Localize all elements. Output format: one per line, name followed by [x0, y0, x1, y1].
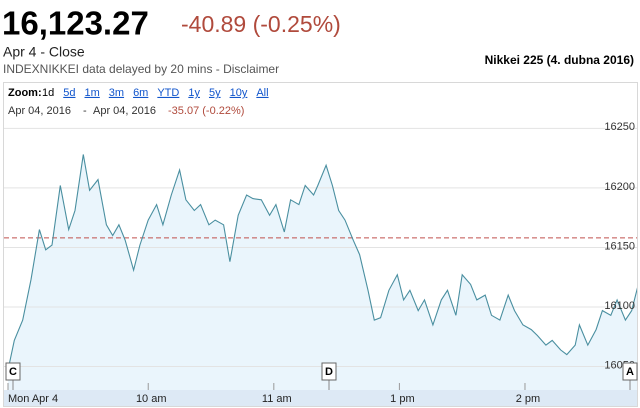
flag-box	[5, 362, 21, 381]
flag-label: D	[325, 366, 333, 378]
range-change: -35.07 (-0.22%)	[168, 105, 244, 117]
x-tick-label: 1 pm	[390, 393, 414, 405]
flag[interactable]: D	[321, 362, 337, 390]
zoom-option[interactable]: 5y	[209, 87, 221, 99]
range-separator: -	[83, 105, 87, 117]
zoom-option[interactable]: 5d	[63, 87, 75, 99]
zoom-option[interactable]: 1d	[42, 87, 54, 99]
price-change: -40.89 (-0.25%)	[181, 11, 341, 37]
y-tick-label: 16200	[604, 181, 635, 193]
price-line	[7, 154, 637, 371]
zoom-label: Zoom:	[8, 87, 42, 99]
flag[interactable]: A	[622, 362, 638, 390]
zoom-option[interactable]: 10y	[230, 87, 248, 99]
price: 16,123.27	[2, 5, 149, 42]
zoom-option[interactable]: 1y	[188, 87, 200, 99]
flag-box	[321, 362, 337, 381]
x-tick-label: 10 am	[136, 393, 167, 405]
source-note: INDEXNIKKEI data delayed by 20 mins - Di…	[3, 62, 279, 76]
zoom-option[interactable]: YTD	[157, 87, 179, 99]
zoom-option[interactable]: All	[256, 87, 268, 99]
flag-box	[622, 362, 638, 381]
flag-label: A	[626, 366, 634, 378]
range-start: Apr 04, 2016	[8, 105, 71, 117]
y-tick-label: 16250	[604, 121, 635, 133]
x-axis-band	[4, 390, 637, 406]
date-label: Apr 4 - Close	[3, 44, 85, 60]
zoom-option[interactable]: 3m	[109, 87, 124, 99]
flag-label: C	[9, 366, 17, 378]
x-tick-label: 11 am	[262, 393, 292, 405]
area-fill	[8, 154, 637, 390]
y-tick-label: 16100	[604, 300, 635, 312]
y-tick-label: 16150	[604, 240, 635, 252]
zoom-option[interactable]: 6m	[133, 87, 148, 99]
range-end: Apr 04, 2016	[93, 105, 156, 117]
plot	[4, 127, 637, 390]
chart-title: Nikkei 225 (4. dubna 2016)	[485, 53, 634, 67]
x-tick-label: Mon Apr 4	[8, 393, 58, 405]
zoom-option[interactable]: 1m	[85, 87, 100, 99]
flag[interactable]: C	[5, 362, 21, 390]
x-tick-label: 2 pm	[516, 393, 540, 405]
